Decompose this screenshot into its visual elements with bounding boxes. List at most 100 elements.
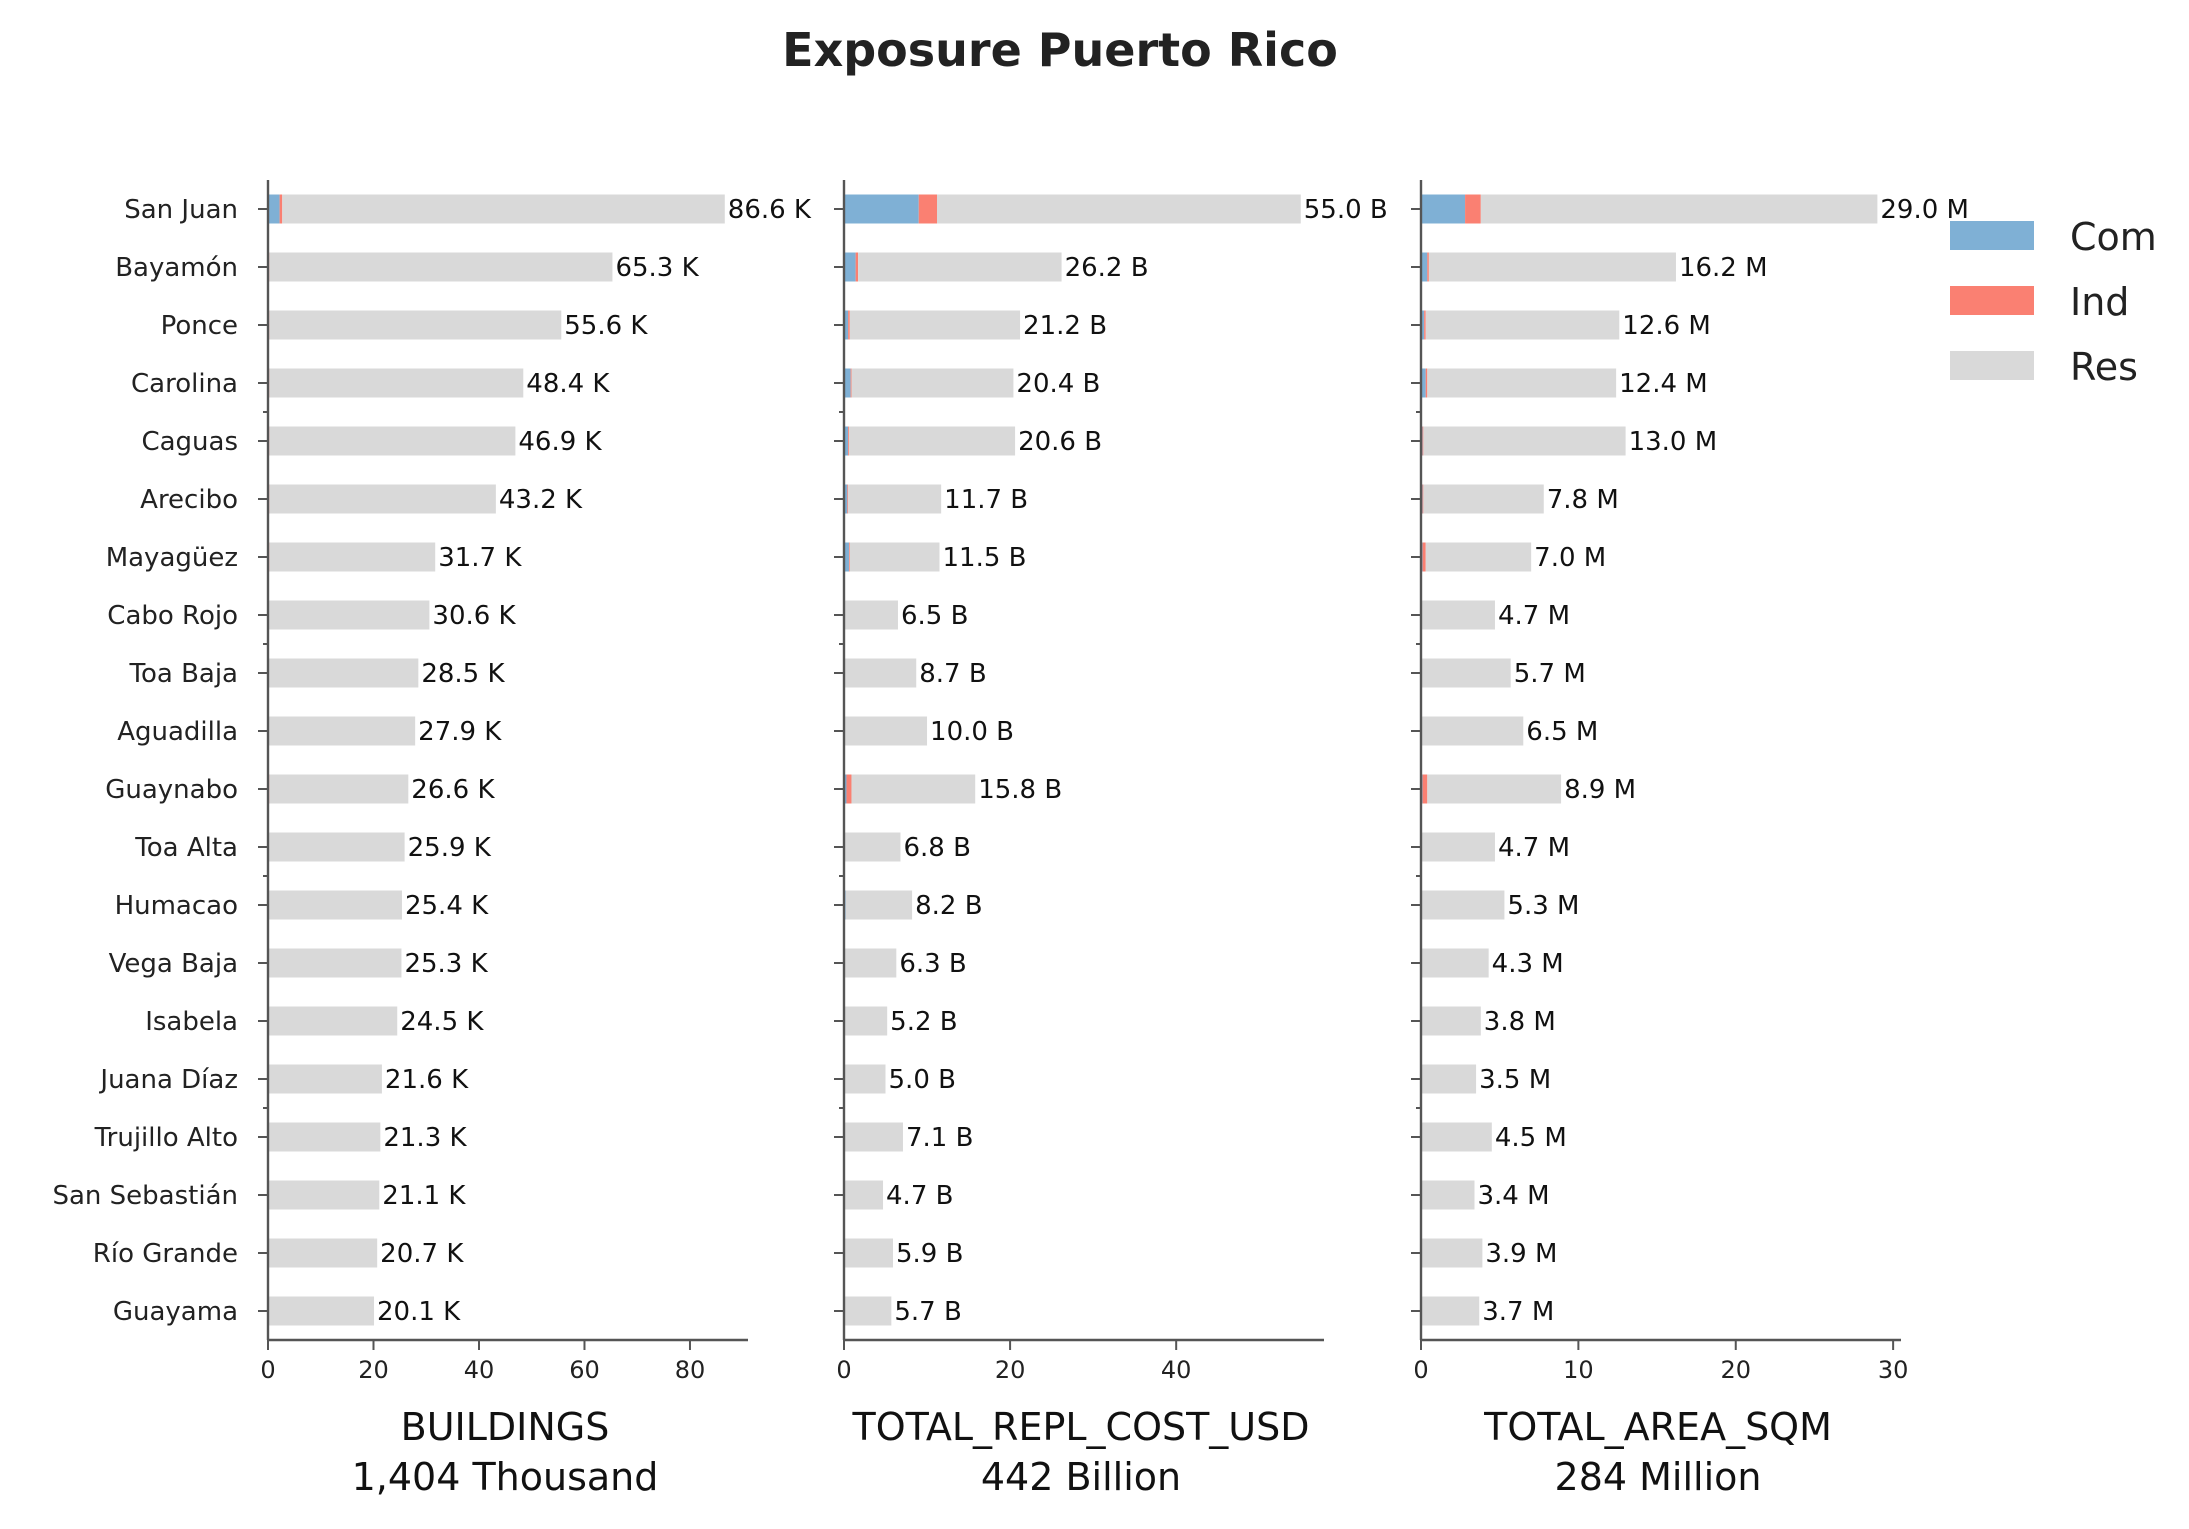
bar-res-san-sebastian: [1421, 1180, 1475, 1210]
panel-buildings: 86.6 K 65.3 K 55.6 K 48.4 K 46.9 K 43.2 K 31.7…: [258, 180, 812, 1499]
data-label-san-sebastian: 4.7 B: [886, 1181, 953, 1211]
data-label-humacao: 5.3 M: [1507, 891, 1579, 921]
bar-res-isabela: [844, 1006, 888, 1036]
y-axis-labels: San Juan Bayamón Ponce Carolina Caguas Arecib…: [53, 195, 239, 1327]
legend-label-com: Com: [2070, 215, 2157, 259]
bar-ind-carolina: [850, 368, 852, 398]
bar-res-arecibo: [848, 484, 942, 514]
bar-res-cabo-rojo: [1421, 600, 1495, 630]
x-tick-label: 20: [1720, 1356, 1751, 1384]
bar-res-rio-grande: [1421, 1238, 1483, 1268]
bar-com-mayaguez: [844, 542, 849, 572]
x-axis-label: BUILDINGS: [401, 1405, 610, 1449]
bar-res-carolina: [1427, 368, 1617, 398]
data-label-san-juan: 55.0 B: [1304, 195, 1388, 225]
bar-res-ponce: [269, 310, 562, 340]
bar-res-guaynabo: [1427, 774, 1562, 804]
x-axis-label: TOTAL_AREA_SQM: [1483, 1405, 1832, 1449]
bar-res-aguadilla: [844, 716, 928, 746]
data-label-isabela: 3.8 M: [1484, 1007, 1556, 1037]
y-label-humacao: Humacao: [115, 891, 238, 921]
bar-com-carolina: [1421, 368, 1426, 398]
data-label-arecibo: 43.2 K: [499, 485, 583, 515]
y-label-guayama: Guayama: [113, 1297, 238, 1327]
bar-com-ponce: [844, 310, 849, 340]
bar-ind-carolina: [1425, 368, 1428, 398]
bar-com-bayamon: [844, 252, 856, 282]
data-label-juana-diaz: 21.6 K: [385, 1065, 469, 1095]
bar-res-ponce: [849, 310, 1021, 340]
bar-res-guayama: [844, 1296, 892, 1326]
y-label-vega-baja: Vega Baja: [109, 949, 238, 979]
y-label-san-sebastian: San Sebastián: [53, 1181, 239, 1211]
y-label-san-juan: San Juan: [124, 195, 238, 225]
bar-res-juana-diaz: [844, 1064, 886, 1094]
x-axis-total: 1,404 Thousand: [352, 1455, 659, 1499]
y-label-aguadilla: Aguadilla: [117, 717, 238, 747]
bar-res-trujillo-alto: [268, 1122, 381, 1152]
data-label-guaynabo: 26.6 K: [411, 775, 495, 805]
data-label-bayamon: 65.3 K: [615, 253, 699, 283]
data-label-san-sebastian: 3.4 M: [1478, 1181, 1550, 1211]
bar-res-san-sebastian: [268, 1180, 380, 1210]
data-label-mayaguez: 31.7 K: [438, 543, 522, 573]
data-label-humacao: 25.4 K: [405, 891, 489, 921]
data-label-trujillo-alto: 4.5 M: [1495, 1123, 1567, 1153]
y-label-guaynabo: Guaynabo: [105, 775, 238, 805]
bar-res-caguas: [848, 426, 1016, 456]
y-label-isabela: Isabela: [145, 1007, 238, 1037]
data-label-vega-baja: 4.3 M: [1492, 949, 1564, 979]
legend-swatch-com: [1950, 221, 2034, 250]
y-label-trujillo-alto: Trujillo Alto: [94, 1123, 238, 1153]
bar-res-cabo-rojo: [844, 600, 898, 630]
x-tick-label: 20: [995, 1356, 1026, 1384]
data-label-juana-diaz: 5.0 B: [889, 1065, 956, 1095]
bar-res-caguas: [1423, 426, 1626, 456]
y-label-bayamon: Bayamón: [115, 253, 238, 283]
bar-res-toa-baja: [844, 658, 917, 688]
bar-res-guayama: [268, 1296, 375, 1326]
legend-swatch-ind: [1950, 286, 2034, 315]
bar-res-toa-alta: [268, 832, 405, 862]
data-label-toa-alta: 25.9 K: [408, 833, 492, 863]
data-label-guayama: 20.1 K: [377, 1297, 461, 1327]
data-label-cabo-rojo: 4.7 M: [1498, 601, 1570, 631]
data-label-isabela: 5.2 B: [890, 1007, 957, 1037]
y-label-rio-grande: Río Grande: [93, 1239, 238, 1269]
data-label-vega-baja: 25.3 K: [404, 949, 488, 979]
data-label-mayaguez: 7.0 M: [1534, 543, 1606, 573]
bar-res-bayamon: [1428, 252, 1676, 282]
bar-res-isabela: [268, 1006, 398, 1036]
bar-res-cabo-rojo: [268, 600, 430, 630]
bar-com-caguas: [844, 426, 849, 456]
data-label-ponce: 55.6 K: [564, 311, 648, 341]
data-label-aguadilla: 27.9 K: [418, 717, 502, 747]
bar-ind-caguas: [848, 426, 849, 456]
data-label-caguas: 46.9 K: [518, 427, 602, 457]
data-label-carolina: 20.4 B: [1016, 369, 1100, 399]
bar-res-carolina: [269, 368, 524, 398]
bar-com-arecibo: [844, 484, 848, 514]
bar-res-carolina: [851, 368, 1014, 398]
bar-res-trujillo-alto: [1421, 1122, 1492, 1152]
bar-res-toa-baja: [1421, 658, 1511, 688]
bar-res-caguas: [269, 426, 516, 456]
legend-swatch-res: [1950, 351, 2034, 380]
bar-ind-ponce: [848, 310, 850, 340]
bar-com-bayamon: [1421, 252, 1428, 282]
data-label-trujillo-alto: 21.3 K: [383, 1123, 467, 1153]
bar-res-mayaguez: [269, 542, 436, 572]
bar-res-aguadilla: [1421, 716, 1524, 746]
bar-res-bayamon: [858, 252, 1062, 282]
bar-ind-bayamon: [1427, 252, 1429, 282]
y-label-cabo-rojo: Cabo Rojo: [107, 601, 238, 631]
legend-label-ind: Ind: [2070, 280, 2129, 324]
data-label-arecibo: 11.7 B: [944, 485, 1028, 515]
data-label-caguas: 20.6 B: [1018, 427, 1102, 457]
x-tick-label: 40: [464, 1356, 495, 1384]
data-label-ponce: 21.2 B: [1023, 311, 1107, 341]
x-tick-label: 40: [1161, 1356, 1192, 1384]
panel-total-area-sqm: 29.0 M 16.2 M 12.6 M 12.4 M 13.0 M 7.8 M 7.0 M…: [1411, 180, 1969, 1499]
data-label-rio-grande: 3.9 M: [1485, 1239, 1557, 1269]
